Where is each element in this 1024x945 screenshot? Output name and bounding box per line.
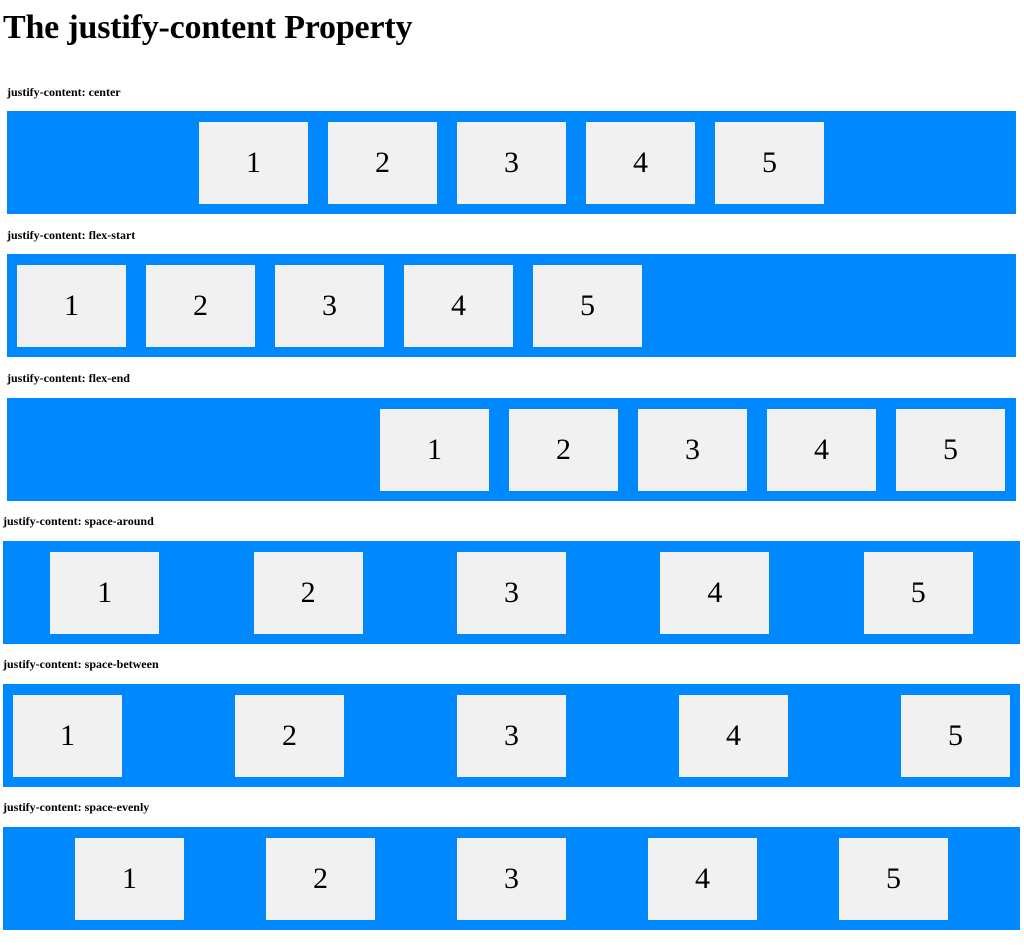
flex-item: 3 bbox=[457, 837, 566, 920]
section-label-space-around: justify-content: space-around bbox=[3, 514, 154, 528]
flex-item: 5 bbox=[533, 264, 642, 347]
flex-item: 1 bbox=[380, 408, 489, 491]
flex-container-space-between: 1 2 3 4 5 bbox=[3, 684, 1020, 787]
flex-item: 3 bbox=[457, 121, 566, 204]
flex-item: 2 bbox=[146, 264, 255, 347]
flex-item: 1 bbox=[17, 264, 126, 347]
flex-item: 5 bbox=[896, 408, 1005, 491]
flex-item: 2 bbox=[328, 121, 437, 204]
flex-item: 2 bbox=[235, 694, 344, 777]
section-label-space-evenly: justify-content: space-evenly bbox=[3, 800, 150, 814]
section-label-space-between: justify-content: space-between bbox=[3, 657, 159, 671]
flex-item: 1 bbox=[50, 551, 160, 634]
section-label-flex-start: justify-content: flex-start bbox=[7, 228, 136, 242]
flex-container-space-evenly: 1 2 3 4 5 bbox=[3, 827, 1020, 930]
flex-item: 5 bbox=[839, 837, 948, 920]
section-label-center: justify-content: center bbox=[7, 85, 121, 99]
flex-item: 1 bbox=[199, 121, 308, 204]
flex-item: 3 bbox=[457, 694, 566, 777]
flex-item: 5 bbox=[863, 551, 973, 634]
flex-item: 5 bbox=[901, 694, 1010, 777]
flex-item: 1 bbox=[13, 694, 122, 777]
section-label-flex-end: justify-content: flex-end bbox=[7, 371, 130, 385]
flex-item: 4 bbox=[648, 837, 757, 920]
flex-item: 2 bbox=[253, 551, 363, 634]
flex-item: 3 bbox=[275, 264, 384, 347]
flex-item: 2 bbox=[266, 837, 375, 920]
flex-item: 4 bbox=[679, 694, 788, 777]
flex-item: 1 bbox=[75, 837, 184, 920]
flex-container-flex-end: 1 2 3 4 5 bbox=[7, 398, 1016, 501]
flex-item: 3 bbox=[456, 551, 566, 634]
page-title: The justify-content Property bbox=[3, 9, 413, 46]
flex-item: 5 bbox=[715, 121, 824, 204]
flex-item: 4 bbox=[767, 408, 876, 491]
flex-container-center: 1 2 3 4 5 bbox=[7, 111, 1016, 214]
flex-container-space-around: 1 2 3 4 5 bbox=[3, 541, 1020, 644]
flex-item: 4 bbox=[660, 551, 770, 634]
flex-item: 4 bbox=[404, 264, 513, 347]
flex-container-flex-start: 1 2 3 4 5 bbox=[7, 254, 1016, 357]
flex-item: 2 bbox=[509, 408, 618, 491]
flex-item: 3 bbox=[638, 408, 747, 491]
flex-item: 4 bbox=[586, 121, 695, 204]
